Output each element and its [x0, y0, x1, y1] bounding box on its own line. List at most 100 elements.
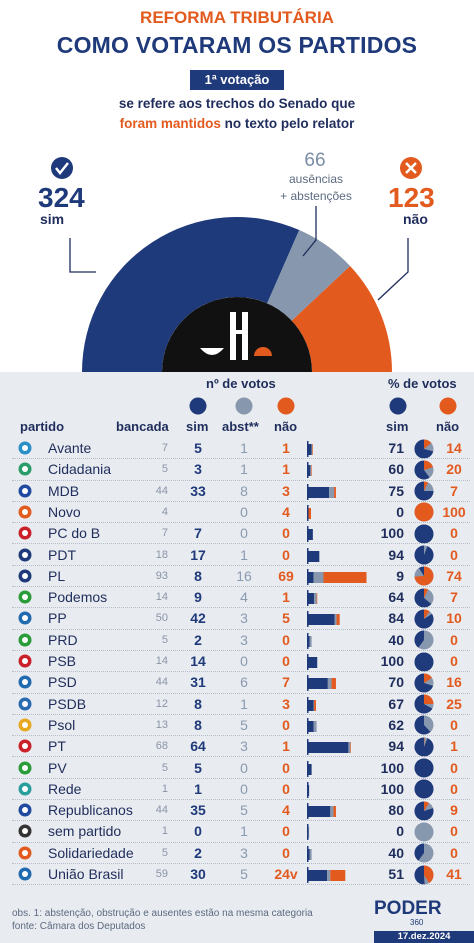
bar-abst — [330, 806, 334, 818]
bar-abst — [348, 742, 351, 754]
bar-sim — [308, 486, 330, 498]
pl-logo-icon — [18, 569, 32, 583]
vote-bar — [307, 483, 336, 500]
pct-sim: 100 — [380, 780, 404, 797]
bar-axis — [307, 845, 309, 862]
vote-pie — [414, 715, 434, 735]
row-divider — [12, 799, 470, 801]
description-line-2: foram mantidos no texto pelo relator — [0, 116, 474, 131]
table-row: sem partido 1 0 1 0 0 0 — [0, 821, 474, 843]
party-name: PRD — [48, 631, 78, 648]
pie-sim — [414, 524, 434, 544]
votes-nao: 1 — [282, 589, 290, 606]
pct-sim: 0 — [396, 823, 404, 840]
votes-sim: 5 — [194, 759, 202, 776]
party-name: PDT — [48, 546, 76, 563]
row-divider — [12, 756, 470, 758]
bar-axis — [307, 675, 309, 692]
vote-bar — [307, 590, 318, 607]
party-bancada: 68 — [155, 740, 168, 753]
psb-logo-icon — [18, 654, 32, 668]
page-title: COMO VOTARAM OS PARTIDOS — [56, 32, 418, 58]
vote-pie — [414, 545, 434, 565]
party-name: MDB — [48, 482, 80, 499]
kicker: REFORMA TRIBUTÁRIA — [140, 8, 334, 27]
party-name: Cidadania — [48, 461, 112, 478]
total-sim: 324 — [38, 182, 85, 213]
votes-nao: 7 — [282, 674, 290, 691]
vote-bar — [307, 568, 367, 585]
pie-nao — [414, 566, 434, 586]
vote-bar — [307, 717, 317, 734]
votes-abst: 0 — [240, 503, 248, 520]
votes-nao: 4 — [282, 802, 290, 819]
row-divider — [12, 522, 470, 524]
votes-nao: 3 — [282, 482, 290, 499]
votes-abst: 0 — [240, 759, 248, 776]
votes-sim: 3 — [194, 461, 202, 478]
bar-sim — [308, 699, 314, 711]
party-name: Republicanos — [48, 802, 133, 819]
votes-sim: 7 — [194, 525, 202, 542]
vote-bar — [307, 781, 310, 798]
bar-sim — [308, 614, 335, 626]
pie-sim — [418, 566, 424, 577]
vote-bar — [307, 824, 310, 841]
row-divider — [12, 586, 470, 588]
pct-sim: 100 — [380, 653, 404, 669]
table-row: União Brasil 59 30 5 24v 51 41 — [0, 864, 474, 886]
pct-nao: 0 — [450, 844, 458, 861]
vote-bar — [307, 803, 336, 820]
table-row: PDT 18 17 1 0 94 0 — [0, 545, 474, 566]
pct-sim: 75 — [388, 482, 404, 499]
pie-sim — [414, 652, 434, 671]
votes-abst: 0 — [240, 653, 248, 669]
party-bancada: 44 — [155, 676, 168, 689]
prd-logo-icon — [18, 633, 32, 647]
votes-nao: 3 — [282, 695, 290, 712]
votes-abst: 3 — [240, 844, 248, 861]
party-name: PL — [48, 567, 66, 584]
row-divider — [12, 564, 470, 566]
vote-badge: 1ª votação — [190, 70, 284, 90]
votes-sim: 5 — [194, 440, 202, 456]
row-divider — [12, 671, 470, 673]
party-name: Psol — [48, 716, 76, 733]
votes-sim: 8 — [194, 716, 202, 733]
novo-logo-icon — [18, 505, 32, 519]
votes-abst: 16 — [236, 567, 252, 584]
party-bancada: 5 — [161, 463, 168, 476]
votes-sim: 31 — [190, 674, 206, 691]
total-abs-label-2: + abstenções — [280, 189, 352, 203]
pie-nao — [424, 737, 425, 747]
row-divider — [12, 713, 470, 715]
pcdob-logo-icon — [18, 526, 32, 540]
votes-sim: 9 — [194, 589, 202, 606]
inner-half-disc — [162, 297, 312, 372]
votes-nao: 24v — [274, 866, 298, 882]
pie-nao — [424, 609, 430, 619]
leader-line-abs — [302, 206, 317, 257]
bar-axis — [307, 867, 309, 883]
votes-nao: 1 — [282, 440, 290, 456]
vote-pie — [414, 609, 434, 629]
bar-sim — [308, 784, 310, 796]
bar-abst — [329, 486, 335, 498]
header-pct-votes: % de votos — [388, 376, 457, 391]
dot-pct-nao — [439, 397, 457, 415]
row-divider — [12, 862, 470, 864]
date-badge: 17.dez.2024 — [374, 931, 474, 943]
vote-pie — [414, 524, 434, 544]
pct-sim: 9 — [396, 567, 404, 584]
table-row: PSB 14 14 0 0 100 0 — [0, 651, 474, 673]
pct-nao: 0 — [450, 780, 458, 797]
party-bancada: 4 — [161, 505, 168, 518]
pct-nao: 1 — [450, 738, 458, 755]
pie-nao — [414, 502, 434, 522]
vote-pie — [414, 439, 434, 458]
votes-sim: 42 — [190, 610, 206, 627]
description-rest: no texto pelo relator — [220, 116, 355, 131]
bar-abst — [313, 699, 315, 711]
bar-sim — [308, 720, 314, 732]
column-dots — [189, 397, 457, 415]
